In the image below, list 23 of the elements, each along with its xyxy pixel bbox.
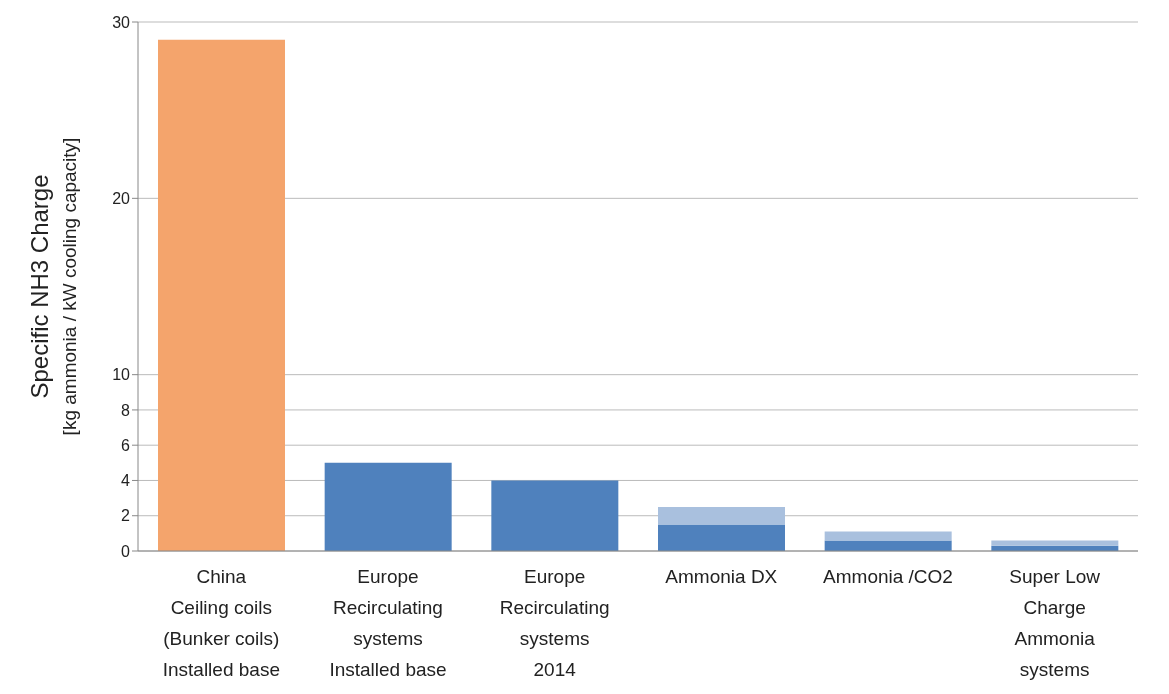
bar bbox=[324, 462, 452, 551]
y-tick-label: 30 bbox=[112, 13, 131, 31]
y-tick-label: 20 bbox=[112, 190, 131, 208]
x-tick-label: China Ceiling coils (Bunker coils) Installed base bbox=[162, 566, 280, 680]
x-tick-label: Ammonia DX bbox=[665, 566, 778, 587]
y-tick-label: 2 bbox=[121, 507, 131, 525]
bar bbox=[824, 531, 952, 541]
y-axis-title: Specific NH3 Charge [kg ammonia / kW cooling capacity] bbox=[26, 137, 80, 436]
bar bbox=[658, 524, 785, 551]
bar bbox=[991, 540, 1119, 546]
bar bbox=[658, 506, 785, 525]
y-tick-label: 4 bbox=[121, 472, 131, 490]
y-tick-label: 8 bbox=[121, 401, 131, 419]
y-tick-label: 0 bbox=[121, 542, 131, 560]
bar bbox=[824, 540, 952, 551]
y-tick-label: 10 bbox=[112, 366, 131, 384]
bar bbox=[158, 39, 285, 551]
bar bbox=[491, 480, 619, 551]
x-tick-label: Europe Recirculating systems Installed base bbox=[329, 566, 447, 680]
x-tick-label: Super Low Charge Ammonia systems bbox=[1009, 566, 1101, 680]
y-tick-label: 6 bbox=[121, 436, 131, 454]
x-tick-label: Europe Recirculating systems 2014 bbox=[499, 566, 610, 680]
x-tick-label: Ammonia /CO2 bbox=[823, 566, 953, 587]
